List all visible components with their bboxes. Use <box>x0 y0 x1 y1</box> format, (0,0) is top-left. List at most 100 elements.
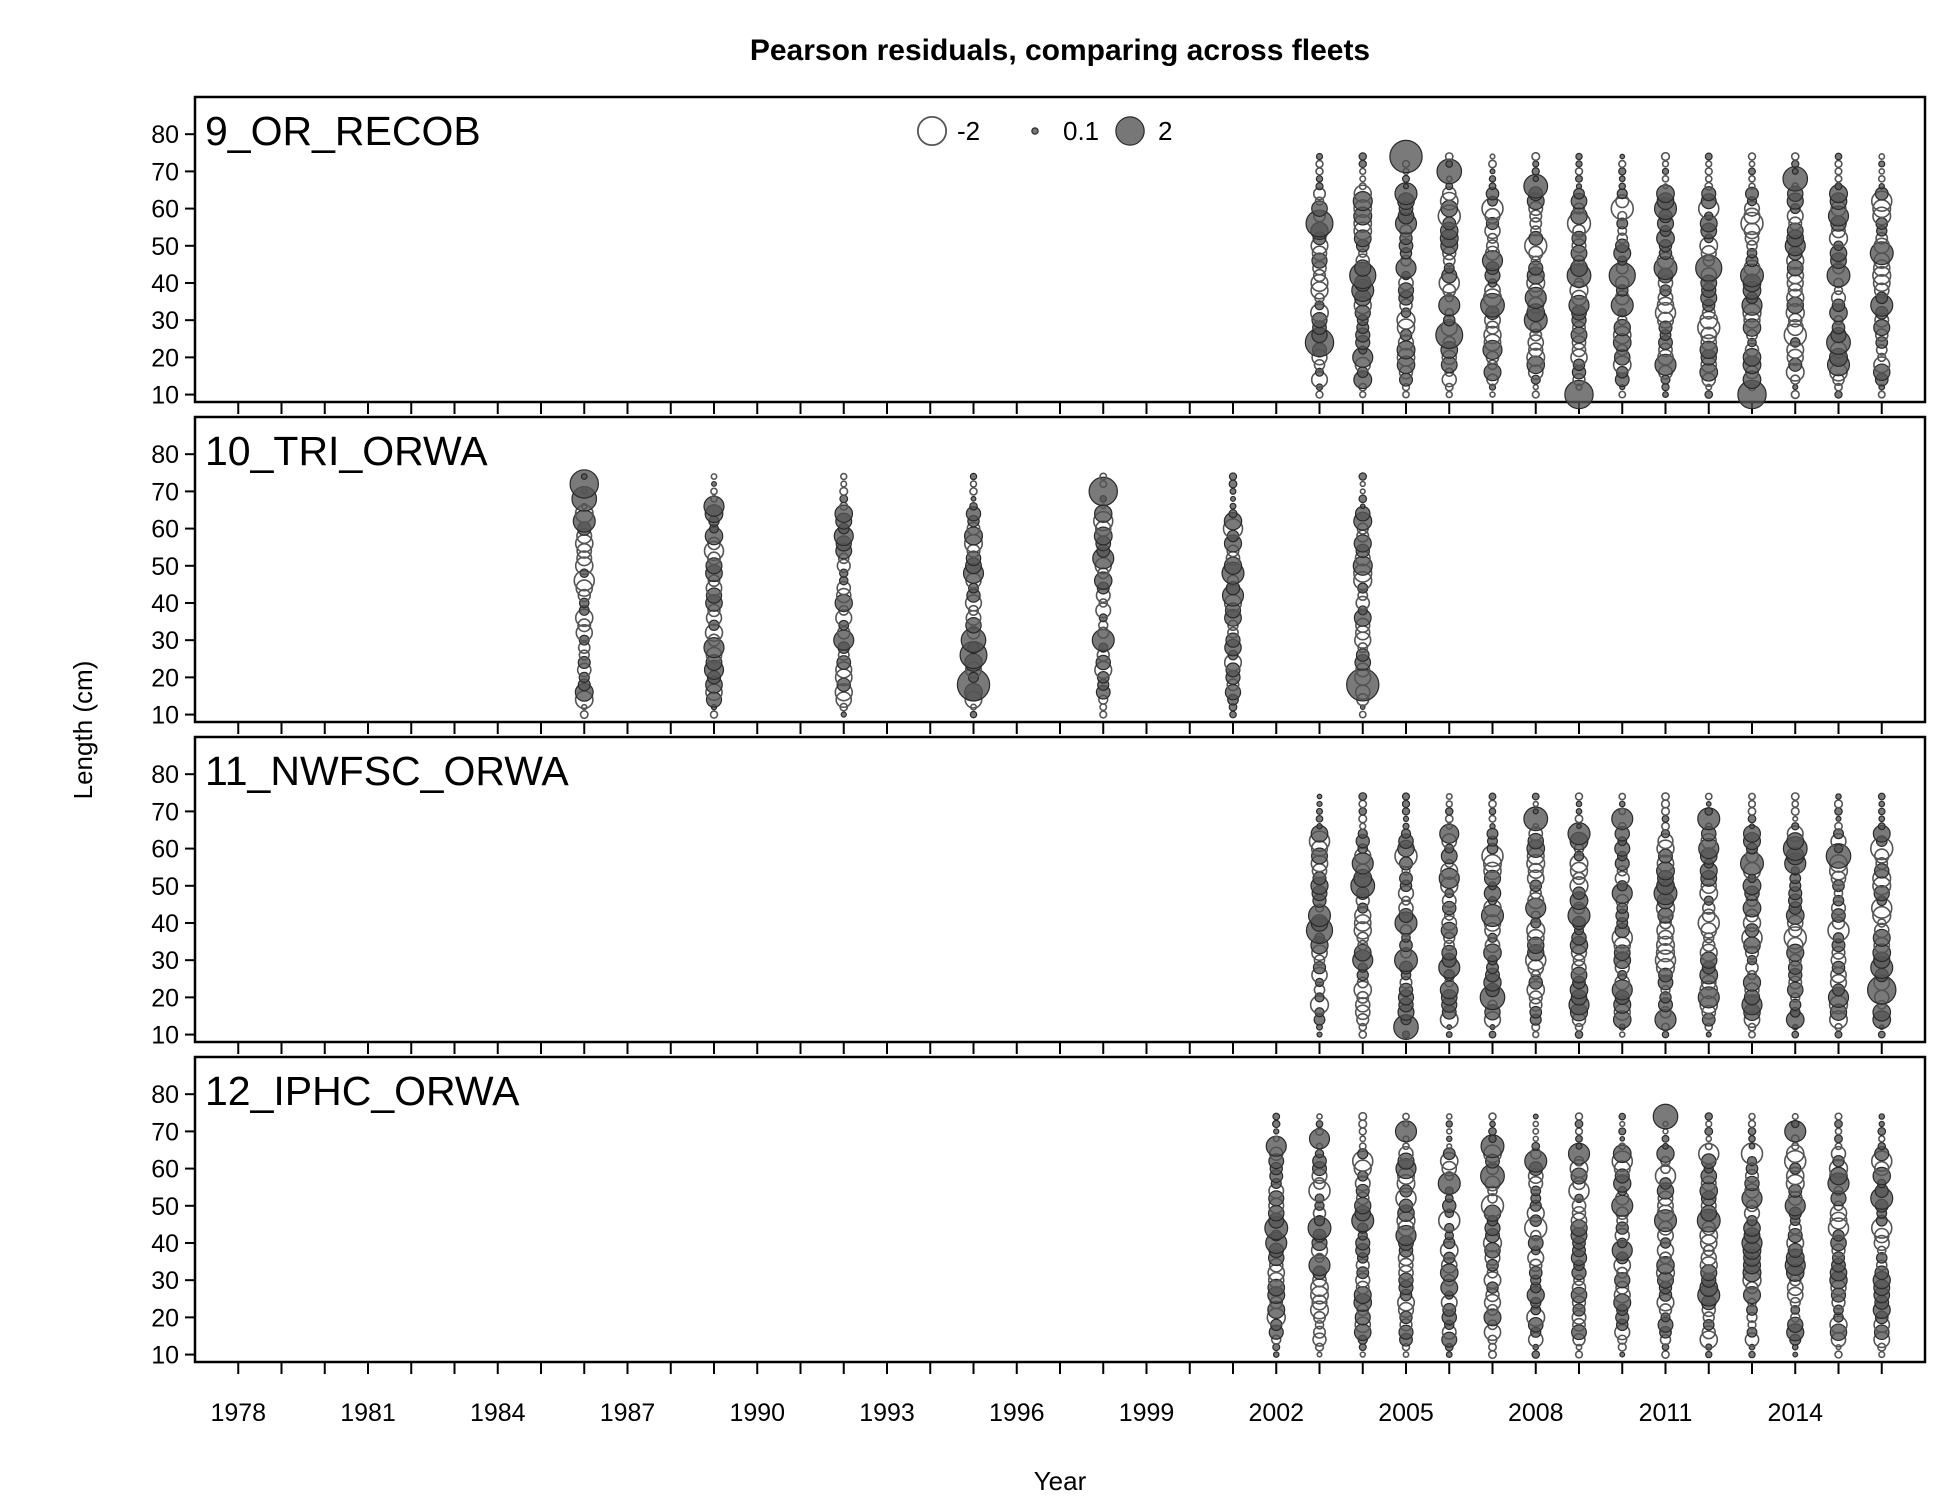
y-tick-label: 30 <box>151 947 179 975</box>
bubble-positive <box>1444 807 1454 816</box>
chart-title: Pearson residuals, comparing across flee… <box>750 34 1370 67</box>
bubble-negative <box>1099 479 1108 489</box>
bubble-positive <box>1570 1167 1588 1185</box>
bubble-negative <box>707 633 721 647</box>
bubble-positive <box>1660 829 1671 839</box>
bubble-negative <box>1790 792 1800 801</box>
bubble-positive <box>1488 1127 1497 1136</box>
bubble-negative <box>1878 168 1886 175</box>
bubble-positive <box>1528 260 1544 276</box>
bubble-negative <box>967 604 980 616</box>
bubble-negative <box>1877 174 1886 183</box>
bubble-positive <box>1739 851 1765 876</box>
bubble-negative <box>1441 371 1458 388</box>
bubble-positive <box>1358 494 1368 504</box>
bubble-positive <box>1225 662 1241 678</box>
bubble-positive <box>1486 827 1499 840</box>
bubble-negative <box>1489 391 1496 398</box>
bubble-negative <box>1485 320 1500 335</box>
y-tick-label: 80 <box>151 761 179 789</box>
bubbles <box>1264 1103 1894 1360</box>
bubble-positive <box>1658 967 1673 983</box>
bubble-negative <box>1315 390 1324 399</box>
bubble-positive <box>1616 902 1629 914</box>
bubble-negative <box>1789 1296 1801 1309</box>
bubble-positive <box>1229 502 1237 510</box>
bubble-positive <box>1878 1113 1886 1120</box>
bubble-negative <box>576 550 593 567</box>
bubble-negative <box>1655 957 1676 978</box>
bubble-negative <box>1748 175 1756 183</box>
panel-label: 10_TRI_ORWA <box>205 428 488 474</box>
bubble-positive <box>1704 1126 1714 1136</box>
bubble-negative <box>1487 1350 1498 1360</box>
bubble-positive <box>1742 973 1762 992</box>
bubble-negative <box>1529 1229 1542 1242</box>
bubble-positive <box>1791 159 1800 169</box>
bubble-positive <box>1834 1119 1843 1129</box>
bubble-negative <box>1785 1144 1805 1164</box>
bubble-positive <box>1875 1252 1888 1264</box>
bubble-positive <box>1619 1351 1626 1358</box>
bubble-positive <box>1315 182 1324 191</box>
bubble-negative <box>1699 1256 1718 1275</box>
bubble-positive <box>1480 903 1505 928</box>
bubble-negative <box>1312 268 1327 283</box>
bubble-negative <box>1616 232 1629 245</box>
bubble-negative <box>1830 870 1847 887</box>
x-tick-label: 1996 <box>989 1399 1045 1427</box>
bubble-positive <box>1661 814 1670 823</box>
bubble-positive <box>1748 1343 1756 1351</box>
bubble-negative <box>1444 293 1454 303</box>
x-axis: 1978 1981 1984 1987 1990 1993 1996 1999 2002 2005… <box>210 1399 1823 1427</box>
bubble-negative <box>1359 822 1367 830</box>
bubble-positive <box>1438 867 1460 889</box>
y-tick-label: 80 <box>151 1081 179 1109</box>
bubble-positive <box>1088 476 1118 507</box>
legend-marker <box>916 115 948 147</box>
panel-label: 9_OR_RECOB <box>205 108 481 154</box>
bubble-positive <box>1873 885 1890 902</box>
x-axis-label: Year <box>1034 1466 1087 1496</box>
bubble-negative <box>577 588 591 603</box>
bubble-negative <box>1830 290 1847 306</box>
bubble-negative <box>710 494 718 503</box>
bubble-negative <box>1098 598 1109 608</box>
bubble-positive <box>1748 1350 1756 1359</box>
panel-12_IPHC_ORWA: 12_IPHC_ORWA 10 20 30 40 50 60 70 80 <box>151 1055 1927 1374</box>
bubble-positive <box>1308 1128 1331 1150</box>
bubble-positive <box>1439 823 1460 844</box>
bubble-positive <box>1353 943 1372 962</box>
panel-label: 12_IPHC_ORWA <box>205 1068 520 1114</box>
bubble-negative <box>1532 1120 1540 1128</box>
bubble-positive <box>1746 1304 1758 1316</box>
y-tick-label: 40 <box>151 270 179 298</box>
bubble-positive <box>1575 152 1583 161</box>
bubble-positive <box>1705 1350 1713 1359</box>
bubble-positive <box>1661 1030 1670 1039</box>
y-tick-label: 20 <box>151 344 179 372</box>
bubble-positive <box>1877 1127 1887 1136</box>
bubble-negative <box>1312 1332 1327 1347</box>
bubble-negative <box>1353 980 1373 1000</box>
bubble-positive <box>1834 182 1843 191</box>
bubble-negative <box>1660 799 1671 809</box>
bubble-negative <box>1747 152 1757 161</box>
bubble-negative <box>1483 861 1502 881</box>
bubble-negative <box>836 558 851 573</box>
bubble-negative <box>1528 1175 1544 1192</box>
bubble-negative <box>1618 159 1627 169</box>
bubble-negative <box>1748 160 1756 168</box>
bubble-positive <box>1829 1323 1848 1342</box>
bubble-positive <box>1654 1008 1677 1031</box>
y-tick-label: 20 <box>151 664 179 692</box>
bubble-negative <box>1873 356 1891 374</box>
bubble-positive <box>1618 1127 1627 1136</box>
bubble-positive <box>1661 1134 1670 1143</box>
bubble-negative <box>1356 931 1370 945</box>
bubble-negative <box>1618 390 1627 399</box>
bubble-negative <box>1528 1258 1543 1273</box>
bubble-positive <box>834 504 854 524</box>
bubble-positive <box>1091 628 1115 652</box>
bubble-negative <box>1445 1128 1453 1135</box>
